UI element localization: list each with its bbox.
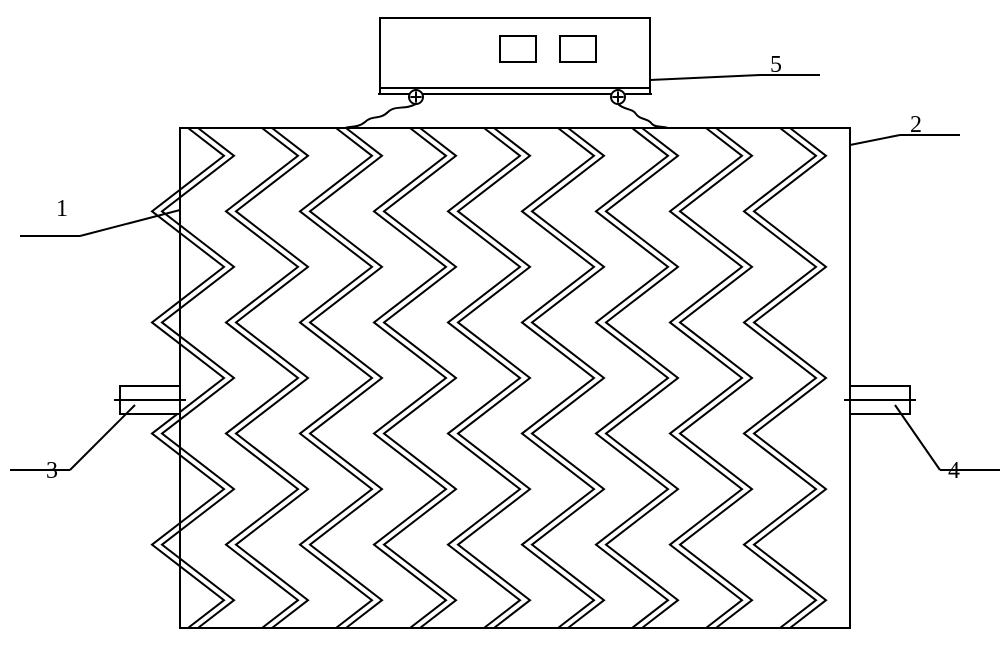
label-1: 1: [56, 196, 68, 223]
label-4: 4: [948, 458, 960, 485]
label-3: 3: [46, 458, 58, 485]
label-2: 2: [910, 112, 922, 139]
label-5: 5: [770, 52, 782, 79]
diagram-svg: [0, 0, 1000, 651]
diagram-root: 1 2 3 4 5: [0, 0, 1000, 651]
